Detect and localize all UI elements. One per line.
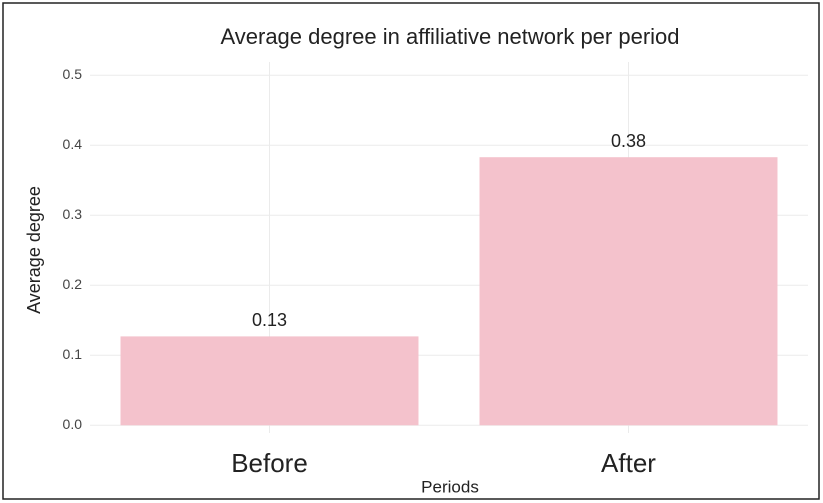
y-tick-label: 0.3 — [63, 206, 83, 222]
y-tick-label: 0.4 — [63, 136, 83, 152]
y-tick-label: 0.2 — [63, 276, 83, 292]
y-tick-label: 0.0 — [63, 416, 83, 432]
data-label: 0.13 — [252, 310, 287, 330]
x-tick-label: After — [601, 448, 656, 478]
bar — [120, 336, 419, 426]
x-tick-label: Before — [231, 448, 308, 478]
y-tick-label: 0.1 — [63, 346, 83, 362]
data-label: 0.38 — [611, 131, 646, 151]
y-axis-label: Average degree — [24, 186, 44, 314]
bar — [479, 157, 778, 426]
chart-title: Average degree in affiliative network pe… — [220, 24, 679, 49]
y-tick-label: 0.5 — [63, 66, 83, 82]
x-axis-label: Periods — [421, 477, 479, 496]
